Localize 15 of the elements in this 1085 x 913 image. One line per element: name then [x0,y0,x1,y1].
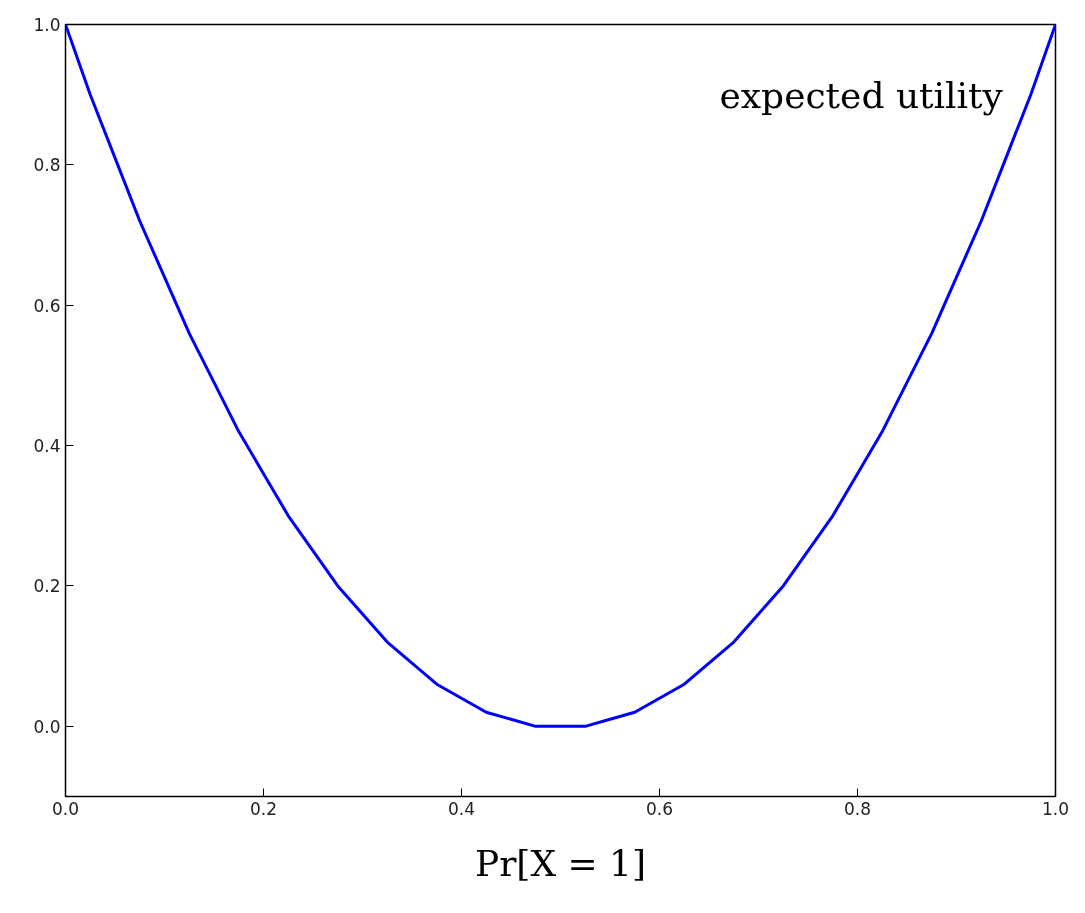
line-series [65,24,1056,728]
y-tick-label: 1.0 [33,15,61,35]
x-tick-label: 0.2 [249,798,278,819]
x-tick-label: 1.0 [1041,798,1070,819]
x-tick-label: 0.4 [447,798,476,819]
x-axis-title: Pr[X = 1] [474,842,647,884]
x-tick-label: 0.8 [843,798,872,819]
annotation: expected utility [719,75,1004,116]
y-tick-label: 0.2 [33,576,61,597]
y-tick-label: 0.4 [33,436,61,457]
x-tick-label: 0.0 [51,798,80,819]
x-tick-label: 0.6 [645,798,674,819]
y-tick-label: 0.6 [33,295,61,316]
y-tick-label: 0.8 [33,155,61,176]
y-tick-label: 0.0 [33,716,61,737]
